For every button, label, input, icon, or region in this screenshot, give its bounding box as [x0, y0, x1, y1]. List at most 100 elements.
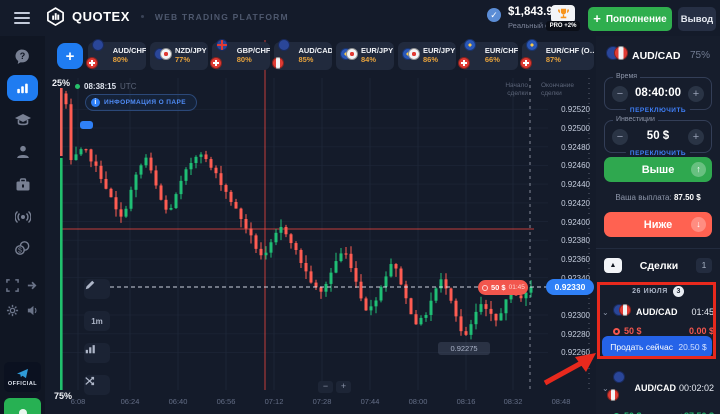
time-axis-label: 08:00 [408, 397, 428, 406]
sidebar-item-signals[interactable] [0, 200, 45, 232]
trade-chart-icon [17, 83, 28, 94]
balance-amount: $1,843.90 [508, 6, 560, 18]
trade-item-1[interactable]: ⌄ AUD/CAD 00:02:02 50 $ +87.50 $ [602, 370, 714, 414]
collapse-trades-button[interactable]: ▲ [604, 258, 622, 273]
separator-dot [140, 15, 144, 18]
indicators-button[interactable] [84, 343, 110, 363]
crossed-arrows-icon [85, 376, 95, 386]
sidebar-item-market[interactable] [0, 168, 45, 200]
flag-pair [606, 370, 630, 406]
sidebar-utility-row-1 [0, 279, 45, 292]
pair-info-label: ИНФОРМАЦИЯ О ПАРЕ [104, 99, 186, 106]
time-axis-label: 07:44 [360, 397, 380, 406]
payout-info: Ваша выплата: 87.50 $ [596, 193, 720, 202]
flag-pair [613, 303, 631, 321]
trade-item-0[interactable]: ⌄ AUD/CAD 01:45 50 $ 0.00 $ [602, 303, 714, 336]
investment-decrease-button[interactable]: − [612, 129, 628, 145]
panel-pair-header[interactable]: AUD/CAD 75% [606, 46, 710, 65]
timeframe-button[interactable]: 1m [84, 311, 110, 331]
investment-value[interactable]: 50 $ [646, 130, 670, 142]
sound-icon[interactable] [26, 304, 39, 317]
trades-count-badge: 1 [696, 258, 712, 273]
flag-pair [402, 47, 420, 65]
chf-flag-icon [458, 57, 470, 69]
settings-gear-icon[interactable] [6, 304, 19, 317]
deposit-button[interactable]: + Пополнение [588, 7, 672, 31]
sidebar-item-account[interactable] [0, 136, 45, 168]
investment-increase-button[interactable]: + [688, 129, 704, 145]
pencil-icon [85, 280, 95, 290]
asset-tab-5[interactable]: EUR/JPY 86% [398, 42, 456, 70]
investment-switch-link[interactable]: ПЕРЕКЛЮЧИТЬ [625, 150, 691, 157]
trade-end-label: Окончание сделки [541, 82, 575, 98]
time-axis-label: 06:56 [216, 397, 236, 406]
time-decrease-button[interactable]: − [612, 86, 628, 102]
trade-start-label: Начало сделки [505, 82, 528, 98]
cad-flag-icon [614, 46, 628, 60]
price-axis-label: 0.92520 [561, 105, 590, 115]
sidebar-item-trade-active[interactable] [7, 75, 38, 101]
svg-text:$: $ [18, 248, 22, 255]
asset-tab-6[interactable]: EUR/CHF 66% [458, 39, 518, 70]
price-axis-label: 0.92500 [561, 124, 590, 134]
draw-tool-button[interactable] [84, 279, 110, 299]
time-increase-button[interactable]: + [688, 86, 704, 102]
zoom-out-button[interactable]: − [318, 381, 333, 393]
sell-now-button[interactable]: Продать сейчас 20.50 $ [602, 336, 712, 358]
tab-pair-label: EUR/CHF (O… [545, 47, 594, 56]
pair-info-button[interactable]: i ИНФОРМАЦИЯ О ПАРЕ [85, 94, 197, 111]
hamburger-menu-icon[interactable] [14, 12, 30, 24]
time-value[interactable]: 08:40:00 [634, 87, 682, 99]
live-chat-button[interactable]: Live chat [4, 398, 41, 414]
signals-icon [14, 210, 31, 224]
trade-status-icon [613, 327, 620, 335]
flag-pair [272, 38, 295, 74]
left-sidebar: ? [0, 36, 45, 414]
low-price-badge: 0.92275 [438, 342, 490, 355]
tab-percent-label: 84% [361, 55, 377, 64]
flag-pair [210, 38, 234, 74]
account-verified-icon: ✓ [487, 8, 501, 22]
candlestick-chart [60, 40, 590, 390]
time-axis-label: 06:40 [168, 397, 188, 406]
price-axis-label: 0.92360 [561, 254, 590, 264]
trade-result: 0.00 $ [688, 326, 714, 336]
chart-area[interactable]: 25% 75% 08:38:15 UTC i ИНФОРМАЦИЯ О ПАРЕ… [45, 36, 596, 414]
tab-pair-label: AUD/CAD [298, 47, 332, 56]
telegram-official-badge[interactable]: OFFICIAL [4, 362, 41, 392]
call-higher-button[interactable]: Выше ↑ [604, 157, 712, 182]
strategy-button[interactable] [84, 375, 110, 395]
trade-pill-time: 01:45 [508, 284, 525, 291]
sidebar-item-help[interactable]: ? [0, 40, 45, 72]
coins-icon: $ [15, 241, 30, 255]
asset-tab-7[interactable]: EUR/CHF (O… 87% [520, 39, 594, 70]
sidebar-utility-row-2 [0, 304, 45, 317]
arrow-up-icon: ↑ [691, 162, 706, 177]
chevron-down-icon[interactable]: ⌄ [602, 383, 609, 393]
asset-tab-0[interactable]: AUD/CHF 80% [86, 39, 146, 70]
fullscreen-icon[interactable] [6, 279, 20, 292]
put-lower-button[interactable]: Ниже ↓ [604, 212, 712, 237]
sidebar-item-finance[interactable]: $ [0, 232, 45, 264]
add-asset-button[interactable]: + [57, 43, 83, 69]
time-switch-link[interactable]: ПЕРЕКЛЮЧИТЬ [625, 107, 691, 114]
tab-pair-label: AUD/CHF [112, 47, 146, 56]
chevron-down-icon[interactable]: ⌄ [602, 307, 609, 317]
indicators-icon [85, 345, 95, 354]
trade-panel: AUD/CAD 75% Время − 08:40:00 + ПЕРЕКЛЮЧИ… [596, 36, 720, 414]
brand-logo[interactable]: QUOTEX WEB TRADING PLATFORM [46, 7, 289, 26]
asset-tab-2[interactable]: GBP/CHF 80% [210, 39, 270, 70]
zoom-in-button[interactable]: + [336, 381, 351, 393]
clock-timezone: UTC [120, 82, 137, 91]
withdraw-button[interactable]: Вывод [678, 7, 716, 31]
quotex-logo-icon [47, 7, 64, 26]
tournament-trophy-icon[interactable] [551, 5, 575, 23]
asset-tab-4[interactable]: EUR/JPY 84% [336, 42, 394, 70]
account-balance[interactable]: ✓ $1,843.90 Реальный счет [487, 6, 560, 30]
asset-tab-3[interactable]: AUD/CAD 85% [272, 39, 332, 70]
share-arrow-icon[interactable] [26, 279, 39, 292]
asset-tab-1[interactable]: NZD/JPY 77% [150, 42, 208, 70]
tab-percent-label: 87% [545, 55, 561, 64]
price-axis-label: 0.92380 [561, 236, 590, 246]
sidebar-item-education[interactable] [0, 104, 45, 136]
